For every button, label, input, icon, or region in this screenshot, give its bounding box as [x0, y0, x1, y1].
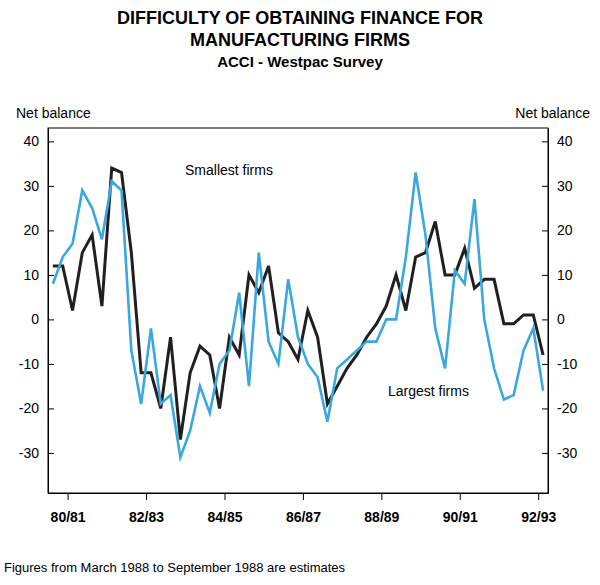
x-axis-line — [49, 493, 549, 494]
x-axis: 80/81 82/83 84/85 86/87 88/89 90/91 92/93 — [49, 493, 557, 525]
y-tick-mark — [48, 275, 54, 276]
y2-tick-label: 40 — [557, 133, 573, 149]
x-tick-label: 84/85 — [207, 509, 242, 525]
subtitle: ACCI - Westpac Survey — [217, 53, 383, 70]
y-tick-mark — [48, 186, 54, 187]
y2-tick-mark — [542, 230, 548, 231]
plot-frame — [48, 128, 548, 493]
y2-tick-label: -30 — [557, 445, 577, 461]
y2-tick-label: 10 — [557, 267, 573, 283]
x-tick-label: 80/81 — [51, 509, 86, 525]
y-tick: 40 — [23, 133, 54, 149]
y-tick: 0 — [31, 311, 54, 327]
y2-tick: 10 — [542, 267, 573, 283]
y-tick: -10 — [19, 356, 54, 372]
y-tick: 20 — [23, 222, 54, 238]
y2-axis-label: Net balance — [515, 105, 590, 121]
x-tick: 80/81 — [51, 493, 86, 525]
x-tick-label: 88/89 — [364, 509, 399, 525]
y2-tick: -30 — [542, 445, 577, 461]
x-tick-label: 86/87 — [286, 509, 321, 525]
y-tick-label: 10 — [23, 267, 39, 283]
series-line — [53, 168, 543, 440]
y2-tick-label: -20 — [557, 400, 577, 416]
y2-tick-label: 0 — [557, 311, 565, 327]
y-tick-mark — [48, 453, 54, 454]
y-tick-label: -20 — [19, 400, 39, 416]
x-tick-label: 90/91 — [443, 509, 478, 525]
x-tick-mark — [381, 493, 382, 500]
footnote: Figures from March 1988 to September 198… — [4, 560, 346, 575]
y2-tick: 20 — [542, 222, 573, 238]
x-tick: 92/93 — [521, 493, 556, 525]
x-tick: 90/91 — [443, 493, 478, 525]
y-axis-line — [48, 129, 49, 494]
y-tick-label: 20 — [23, 222, 39, 238]
series-label: Largest firms — [388, 383, 469, 399]
y2-axis-line — [548, 129, 549, 494]
x-tick-mark — [146, 493, 147, 500]
plot-area — [53, 168, 543, 457]
y-tick-mark — [48, 141, 54, 142]
y-tick-label: -30 — [19, 445, 39, 461]
series-label: Smallest firms — [185, 162, 273, 178]
x-tick: 88/89 — [364, 493, 399, 525]
y2-tick: 0 — [542, 311, 565, 327]
x-tick-mark — [460, 493, 461, 500]
y-tick: 30 — [23, 178, 54, 194]
x-tick: 86/87 — [286, 493, 321, 525]
y2-tick: -20 — [542, 400, 577, 416]
y-axis: -30 -20 -10 0 10 20 30 40 — [19, 129, 54, 494]
y-tick: -20 — [19, 400, 54, 416]
x-tick-mark — [303, 493, 304, 500]
x-tick-mark — [538, 493, 539, 500]
x-tick-label: 82/83 — [129, 509, 164, 525]
y-tick: -30 — [19, 445, 54, 461]
y2-tick-mark — [542, 364, 548, 365]
y2-tick: 30 — [542, 178, 573, 194]
y-tick-label: 30 — [23, 178, 39, 194]
x-tick: 82/83 — [129, 493, 164, 525]
y2-tick: -10 — [542, 356, 577, 372]
y2-axis: -30 -20 -10 0 10 20 30 40 — [542, 129, 577, 494]
y-tick: 10 — [23, 267, 54, 283]
y2-tick-label: 20 — [557, 222, 573, 238]
x-tick: 84/85 — [207, 493, 242, 525]
y-tick-mark — [48, 319, 54, 320]
y-tick-label: 0 — [31, 311, 39, 327]
x-tick-label: 92/93 — [521, 509, 556, 525]
y-tick-mark — [48, 408, 54, 409]
y-tick-label: -10 — [19, 356, 39, 372]
y-tick-mark — [48, 230, 54, 231]
chart: DIFFICULTY OF OBTAINING FINANCE FORMANUF… — [0, 0, 600, 585]
y2-tick-label: 30 — [557, 178, 573, 194]
title: DIFFICULTY OF OBTAINING FINANCE FORMANUF… — [117, 8, 483, 50]
y2-tick-mark — [542, 141, 548, 142]
y2-tick-mark — [542, 453, 548, 454]
series-line — [53, 173, 543, 458]
y-tick-mark — [48, 364, 54, 365]
y2-tick-label: -10 — [557, 356, 577, 372]
y2-tick-mark — [542, 408, 548, 409]
x-tick-mark — [224, 493, 225, 500]
x-tick-mark — [68, 493, 69, 500]
y2-tick-mark — [542, 186, 548, 187]
y2-tick-mark — [542, 275, 548, 276]
y2-tick: 40 — [542, 133, 573, 149]
y2-tick-mark — [542, 319, 548, 320]
y-tick-label: 40 — [23, 133, 39, 149]
y-axis-label: Net balance — [16, 105, 91, 121]
